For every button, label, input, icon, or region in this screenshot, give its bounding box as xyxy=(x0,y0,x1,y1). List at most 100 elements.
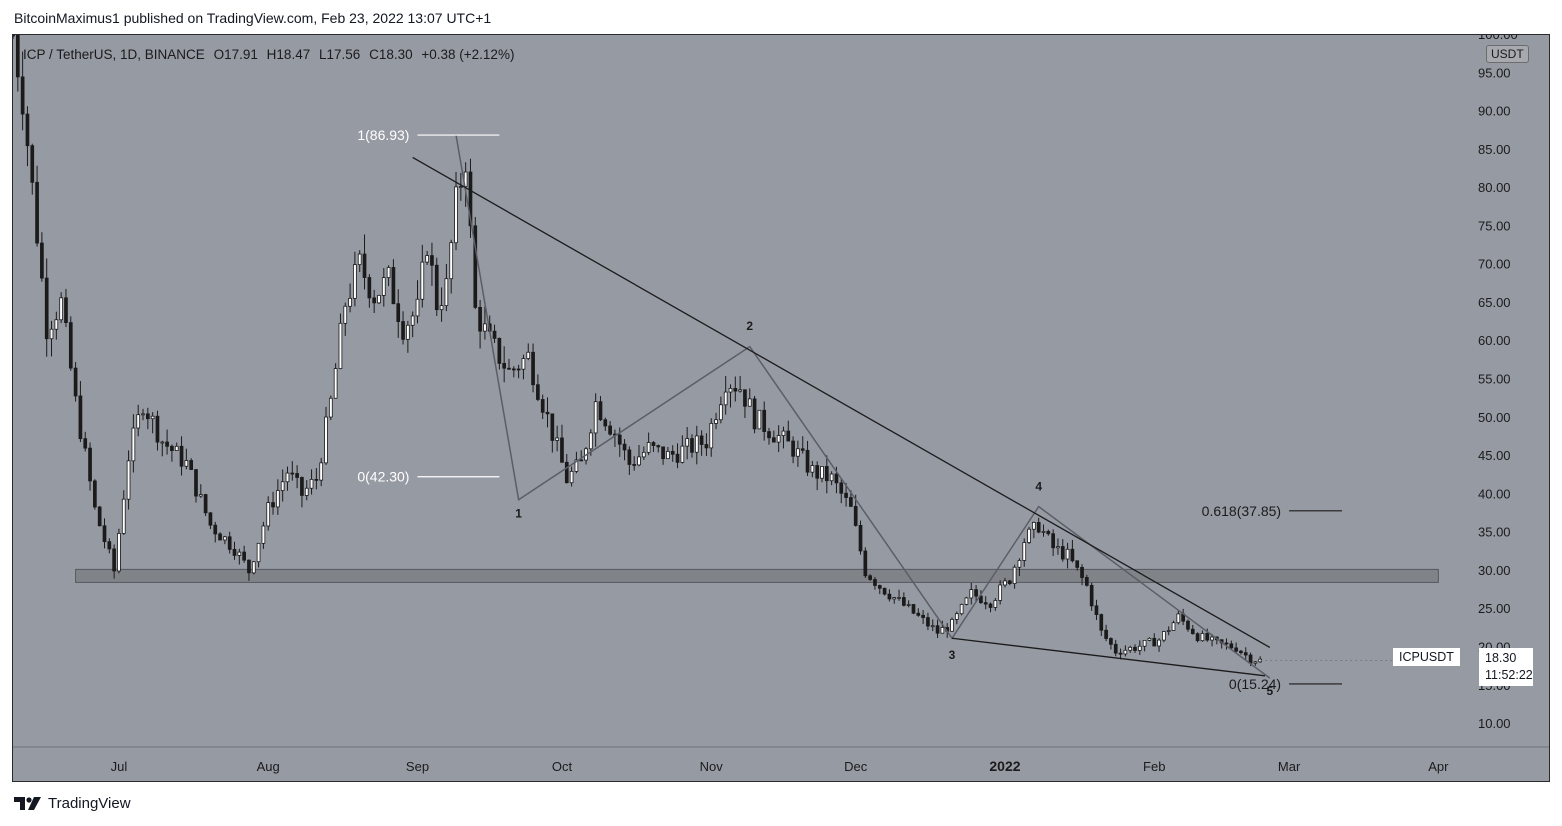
candle-body xyxy=(882,587,887,595)
wave-label: 1 xyxy=(515,506,522,520)
candle-body xyxy=(141,413,145,416)
candle-body xyxy=(1075,560,1080,568)
candle-body xyxy=(858,525,863,552)
candle-body xyxy=(194,469,198,497)
price-chart[interactable]: 10.0015.0020.0025.0030.0035.0040.0045.00… xyxy=(13,35,1549,781)
candle-body xyxy=(1017,560,1022,568)
candle-body xyxy=(300,477,304,496)
candle-body xyxy=(844,492,848,498)
current-ticker-tag: ICPUSDT xyxy=(1393,648,1460,666)
price-tick-label: 65.00 xyxy=(1478,295,1511,310)
candle-body xyxy=(174,445,179,452)
candle-body xyxy=(439,305,444,311)
candle-body xyxy=(473,225,478,308)
candle-body xyxy=(1113,643,1118,654)
candle-body xyxy=(762,409,767,433)
close-label: C xyxy=(369,47,379,62)
candle-body xyxy=(155,415,160,443)
candle-body xyxy=(993,600,998,608)
candle-body xyxy=(752,398,757,430)
price-tick-label: 100.00 xyxy=(1478,35,1518,42)
candle-body xyxy=(377,294,381,304)
candle-body xyxy=(430,255,434,266)
candle-body xyxy=(916,612,921,616)
candle-body xyxy=(892,597,897,600)
candle-body xyxy=(776,435,781,443)
candle-body xyxy=(458,186,463,188)
chart-panel[interactable]: 10.0015.0020.0025.0030.0035.0040.0045.00… xyxy=(12,34,1550,782)
price-tick-label: 25.00 xyxy=(1478,601,1511,616)
candle-body xyxy=(223,536,227,541)
candle-body xyxy=(1224,642,1229,645)
candle-body xyxy=(304,487,309,496)
candle-body xyxy=(64,297,68,323)
currency-selector[interactable]: USDT xyxy=(1486,45,1529,63)
candle-body xyxy=(136,414,141,429)
time-tick-label: Feb xyxy=(1143,759,1165,774)
symbol-pair[interactable]: ICP / TetherUS, 1D, BINANCE xyxy=(23,47,205,62)
elliott-wave-path xyxy=(455,134,1271,679)
candle-body xyxy=(1157,639,1161,647)
candle-body xyxy=(242,551,246,561)
candle-body xyxy=(415,298,420,317)
candle-body xyxy=(564,461,569,484)
price-tick-label: 40.00 xyxy=(1478,486,1511,501)
wave-label: 2 xyxy=(746,319,753,333)
candle-body xyxy=(285,472,290,483)
candle-body xyxy=(208,512,213,526)
candle-body xyxy=(444,278,449,307)
tradingview-brand[interactable]: TradingView xyxy=(14,795,131,812)
change-value: +0.38 (+2.12%) xyxy=(421,47,515,62)
candle-body xyxy=(954,613,959,620)
candle-body xyxy=(343,305,348,324)
price-tick-label: 75.00 xyxy=(1478,218,1511,233)
candle-body xyxy=(40,242,44,279)
candle-body xyxy=(468,171,473,227)
candle-body xyxy=(454,186,458,244)
candle-body xyxy=(362,253,367,278)
candle-body xyxy=(516,368,521,371)
candle-body xyxy=(911,604,916,614)
candle-body xyxy=(800,448,805,451)
candle-body xyxy=(536,384,540,400)
candle-body xyxy=(35,181,39,244)
candle-body xyxy=(897,597,901,599)
candle-body xyxy=(646,442,651,453)
candle-body xyxy=(829,473,834,482)
candle-body xyxy=(1109,638,1113,645)
candle-body xyxy=(401,321,405,340)
candle-body xyxy=(15,35,20,78)
candle-body xyxy=(237,551,242,556)
time-tick-label: Sep xyxy=(406,759,429,774)
candle-body xyxy=(203,494,208,514)
candle-body xyxy=(733,387,738,392)
candle-body xyxy=(589,432,593,450)
candle-body xyxy=(54,319,59,330)
low-value: 17.56 xyxy=(326,47,361,62)
candle-body xyxy=(425,255,429,263)
candle-body xyxy=(1239,650,1243,654)
candle-body xyxy=(1089,584,1094,607)
candle-body xyxy=(68,322,73,369)
close-value: 18.30 xyxy=(378,47,413,62)
candle-body xyxy=(165,441,169,447)
candle-body xyxy=(1234,647,1238,652)
candle-body xyxy=(815,465,820,479)
candle-body xyxy=(1142,639,1147,647)
candle-body xyxy=(160,441,165,444)
candle-body xyxy=(386,267,391,279)
candle-body xyxy=(179,445,184,467)
candle-body xyxy=(935,625,940,634)
candle-body xyxy=(560,437,564,463)
price-tick-label: 10.00 xyxy=(1478,716,1511,731)
candle-body xyxy=(926,617,930,627)
candle-body xyxy=(271,502,275,508)
candle-body xyxy=(420,261,425,300)
candle-body xyxy=(333,368,338,399)
price-tick-label: 70.00 xyxy=(1478,257,1511,272)
candle-body xyxy=(1248,654,1253,664)
candle-body xyxy=(690,438,694,453)
candle-body xyxy=(1070,548,1075,562)
candle-body xyxy=(593,401,598,434)
candle-body xyxy=(820,466,824,479)
